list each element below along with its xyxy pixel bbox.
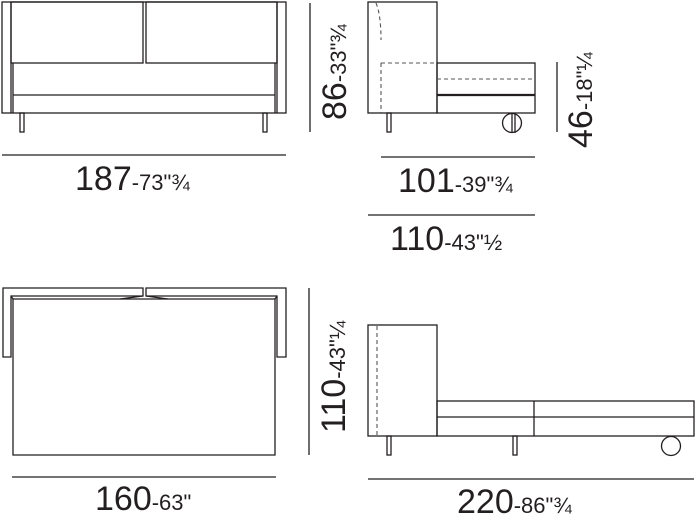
bed-width-label: 160-63" bbox=[95, 480, 191, 518]
leg bbox=[19, 112, 25, 133]
bed-total-length-label: 220-86"¾ bbox=[457, 483, 572, 521]
back-cushion-left bbox=[10, 1, 144, 64]
front-height-label: 86-33"¾ bbox=[316, 24, 354, 120]
bed-side-view: 220-86"¾ bbox=[367, 324, 695, 521]
leg bbox=[386, 435, 392, 456]
leg bbox=[512, 435, 518, 456]
bed-length-label: 110-43"¼ bbox=[315, 320, 353, 433]
front-view: 187-73"¾ 86-33"¾ bbox=[1, 1, 354, 198]
total-depth-label: 110-43"½ bbox=[390, 220, 502, 258]
wheel bbox=[660, 435, 682, 457]
front-width-label: 187-73"¾ bbox=[75, 160, 190, 198]
side-view: 46-18"¼ 101-39"¾ 110-43"½ bbox=[367, 1, 600, 258]
bed-top-view: 160-63" 110-43"¼ bbox=[2, 287, 353, 518]
leg bbox=[386, 112, 392, 133]
seat-height-label: 46-18"¼ bbox=[562, 52, 600, 148]
depth-label: 101-39"¾ bbox=[398, 162, 513, 200]
back-cushion-right bbox=[145, 1, 278, 64]
leg bbox=[262, 112, 268, 133]
